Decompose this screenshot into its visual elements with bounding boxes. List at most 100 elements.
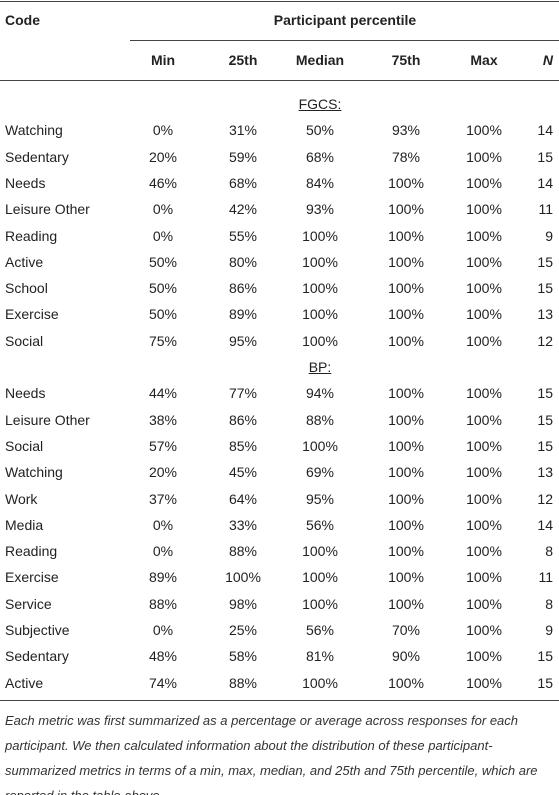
- cell: 12: [537, 490, 553, 507]
- cell: 37%: [148, 490, 178, 507]
- row-label: Needs: [5, 385, 46, 402]
- cell: 88%: [228, 543, 258, 560]
- cell: 100%: [466, 227, 502, 244]
- cell: 56%: [305, 622, 335, 638]
- row-label: Exercise: [5, 569, 59, 586]
- cell: 93%: [305, 201, 335, 218]
- header-code: Code: [5, 12, 40, 28]
- cell: 78%: [391, 148, 421, 165]
- row-label: Subjective: [5, 622, 70, 638]
- cell: 74%: [148, 674, 178, 691]
- cell: 84%: [305, 174, 335, 191]
- cell: 95%: [228, 332, 258, 349]
- cell: 12: [537, 332, 553, 349]
- row-label: Exercise: [5, 306, 59, 323]
- cell: 100%: [466, 411, 502, 428]
- cell: 14: [537, 516, 553, 533]
- cell: 80%: [228, 253, 258, 270]
- cell: 100%: [302, 674, 338, 691]
- cell: 15: [537, 280, 553, 297]
- cell: 100%: [466, 490, 502, 507]
- row-label: Social: [5, 437, 44, 454]
- row-label: Work: [5, 490, 38, 507]
- rule: [0, 700, 559, 701]
- cell: 88%: [305, 411, 335, 428]
- cell: 100%: [466, 543, 502, 560]
- cell: 50%: [148, 306, 178, 323]
- footnote: Each metric was first summarized as a pe…: [5, 713, 538, 795]
- row-label: Social: [5, 332, 44, 349]
- cell: 100%: [466, 201, 502, 218]
- cell: 100%: [302, 253, 338, 270]
- cell: 70%: [391, 622, 421, 638]
- cell: 93%: [391, 122, 421, 139]
- row-label: Media: [5, 516, 44, 533]
- column-header: Max: [470, 52, 498, 68]
- cell: 100%: [388, 201, 424, 218]
- cell: 89%: [148, 569, 178, 586]
- cell: 100%: [388, 595, 424, 612]
- cell: 88%: [228, 674, 258, 691]
- cell: 15: [537, 437, 553, 454]
- cell: 25%: [228, 622, 258, 638]
- cell: 11: [538, 569, 553, 586]
- column-header: Median: [295, 52, 345, 68]
- cell: 48%: [148, 648, 178, 665]
- cell: 38%: [148, 411, 178, 428]
- cell: 100%: [466, 385, 502, 402]
- cell: 86%: [228, 411, 258, 428]
- section-label: BP:: [308, 359, 332, 375]
- cell: 100%: [466, 595, 502, 612]
- cell: 69%: [305, 464, 335, 481]
- cell: 15: [537, 648, 553, 665]
- cell: 100%: [466, 332, 502, 349]
- cell: 100%: [466, 437, 502, 454]
- header-group: Participant percentile: [273, 12, 417, 28]
- cell: 85%: [228, 437, 258, 454]
- rule: [0, 80, 559, 81]
- cell: 100%: [466, 148, 502, 165]
- cell: 100%: [388, 227, 424, 244]
- row-label: Service: [5, 595, 52, 612]
- row-label: Watching: [5, 464, 63, 481]
- cell: 11: [538, 201, 553, 218]
- cell: 100%: [388, 569, 424, 586]
- cell: 0%: [152, 122, 174, 139]
- cell: 15: [537, 148, 553, 165]
- column-header: Min: [150, 52, 176, 68]
- cell: 81%: [305, 648, 335, 665]
- cell: 100%: [388, 464, 424, 481]
- column-header: 25th: [228, 52, 258, 68]
- cell: 88%: [148, 595, 178, 612]
- cell: 31%: [228, 122, 258, 139]
- cell: 100%: [388, 411, 424, 428]
- rule: [130, 40, 559, 41]
- cell: 100%: [388, 543, 424, 560]
- cell: 0%: [152, 201, 174, 218]
- cell: 14: [537, 174, 553, 191]
- cell: 100%: [466, 516, 502, 533]
- row-label: School: [5, 280, 48, 297]
- row-label: Needs: [5, 174, 46, 191]
- cell: 100%: [466, 122, 502, 139]
- row-label: Leisure Other: [5, 201, 90, 218]
- cell: 100%: [388, 332, 424, 349]
- cell: 100%: [225, 569, 261, 586]
- cell: 44%: [148, 385, 178, 402]
- cell: 100%: [302, 280, 338, 297]
- cell: 50%: [148, 253, 178, 270]
- cell: 55%: [228, 227, 258, 244]
- cell: 100%: [388, 306, 424, 323]
- cell: 86%: [228, 280, 258, 297]
- cell: 90%: [391, 648, 421, 665]
- row-label: Active: [5, 674, 44, 691]
- cell: 75%: [148, 332, 178, 349]
- cell: 100%: [466, 253, 502, 270]
- cell: 50%: [148, 280, 178, 297]
- cell: 89%: [228, 306, 258, 323]
- cell: 0%: [152, 543, 174, 560]
- cell: 59%: [228, 148, 258, 165]
- cell: 15: [537, 385, 553, 402]
- cell: 100%: [466, 280, 502, 297]
